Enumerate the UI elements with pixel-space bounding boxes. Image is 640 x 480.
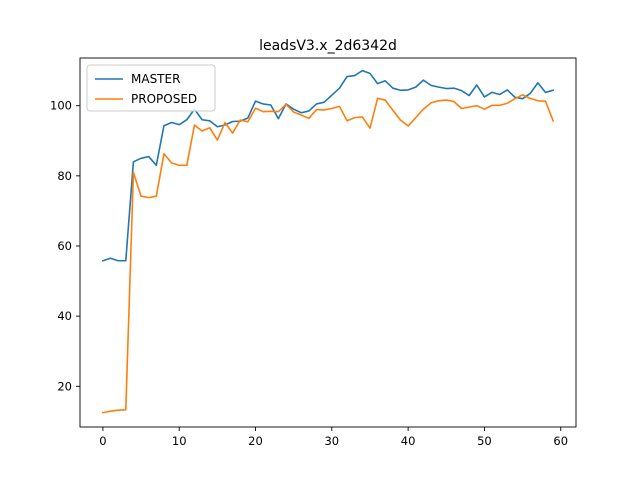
y-tick-label: 80 — [57, 169, 72, 183]
axes-frame — [79, 57, 577, 428]
x-tick-label: 20 — [248, 434, 263, 448]
legend-label-master: MASTER — [131, 72, 180, 86]
x-tick-label: 50 — [477, 434, 492, 448]
x-tick-label: 10 — [172, 434, 187, 448]
x-tick-label: 40 — [401, 434, 416, 448]
legend: MASTER PROPOSED — [86, 64, 216, 112]
y-tick-label: 100 — [50, 99, 72, 113]
series-line-proposed — [101, 94, 555, 414]
x-tick-label: 0 — [99, 434, 106, 448]
legend-label-proposed: PROPOSED — [131, 92, 197, 106]
series-lines — [101, 69, 555, 414]
axis-ticks: 0 10 20 30 40 50 60 20 40 60 80 100 — [50, 99, 568, 448]
series-line-master — [101, 69, 555, 262]
x-tick-label: 60 — [553, 434, 568, 448]
x-tick-label: 30 — [324, 434, 339, 448]
chart-title: leadsV3.x_2d6342d — [259, 38, 397, 54]
y-tick-label: 40 — [57, 309, 72, 323]
y-tick-label: 20 — [57, 379, 72, 393]
y-tick-label: 60 — [57, 239, 72, 253]
